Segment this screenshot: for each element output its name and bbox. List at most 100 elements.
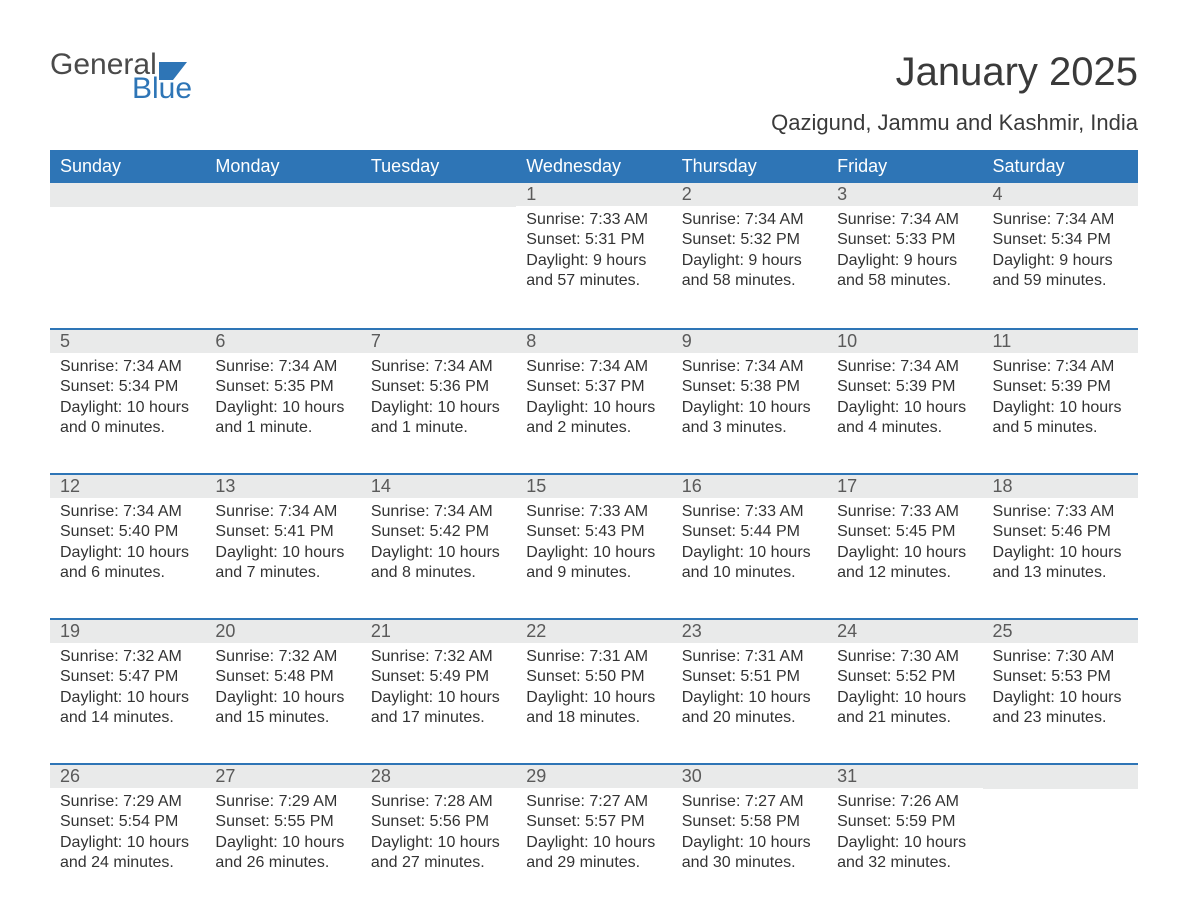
- page-header: General Blue January 2025: [50, 50, 1138, 104]
- day-number: 31: [827, 765, 982, 788]
- day-number: 5: [50, 330, 205, 353]
- day-header: Wednesday: [516, 150, 671, 183]
- sunset-text: Sunset: 5:33 PM: [837, 230, 972, 250]
- day-number: 24: [827, 620, 982, 643]
- day-details: Sunrise: 7:34 AMSunset: 5:39 PMDaylight:…: [983, 353, 1138, 455]
- calendar-day: 30Sunrise: 7:27 AMSunset: 5:58 PMDayligh…: [672, 765, 827, 908]
- sunrise-text: Sunrise: 7:34 AM: [993, 357, 1128, 377]
- day-number: 6: [205, 330, 360, 353]
- day-number: [205, 183, 360, 207]
- sunset-text: Sunset: 5:32 PM: [682, 230, 817, 250]
- sunset-text: Sunset: 5:54 PM: [60, 812, 195, 832]
- day-number: 8: [516, 330, 671, 353]
- day-number: 10: [827, 330, 982, 353]
- calendar-week: 12Sunrise: 7:34 AMSunset: 5:40 PMDayligh…: [50, 473, 1138, 618]
- calendar-week: 19Sunrise: 7:32 AMSunset: 5:47 PMDayligh…: [50, 618, 1138, 763]
- daylight-text: Daylight: 10 hours and 6 minutes.: [60, 543, 195, 584]
- sunrise-text: Sunrise: 7:34 AM: [526, 357, 661, 377]
- daylight-text: Daylight: 10 hours and 10 minutes.: [682, 543, 817, 584]
- calendar-day: 5Sunrise: 7:34 AMSunset: 5:34 PMDaylight…: [50, 330, 205, 473]
- daylight-text: Daylight: 9 hours and 59 minutes.: [993, 251, 1128, 292]
- sunset-text: Sunset: 5:36 PM: [371, 377, 506, 397]
- day-details: Sunrise: 7:34 AMSunset: 5:40 PMDaylight:…: [50, 498, 205, 600]
- calendar-day: 12Sunrise: 7:34 AMSunset: 5:40 PMDayligh…: [50, 475, 205, 618]
- sunset-text: Sunset: 5:35 PM: [215, 377, 350, 397]
- calendar-day: 23Sunrise: 7:31 AMSunset: 5:51 PMDayligh…: [672, 620, 827, 763]
- sunrise-text: Sunrise: 7:29 AM: [60, 792, 195, 812]
- calendar-day: 18Sunrise: 7:33 AMSunset: 5:46 PMDayligh…: [983, 475, 1138, 618]
- day-header: Monday: [205, 150, 360, 183]
- calendar-day: 28Sunrise: 7:28 AMSunset: 5:56 PMDayligh…: [361, 765, 516, 908]
- day-number: 17: [827, 475, 982, 498]
- day-details: Sunrise: 7:29 AMSunset: 5:55 PMDaylight:…: [205, 788, 360, 890]
- day-number: 19: [50, 620, 205, 643]
- sunset-text: Sunset: 5:58 PM: [682, 812, 817, 832]
- day-details: Sunrise: 7:34 AMSunset: 5:37 PMDaylight:…: [516, 353, 671, 455]
- calendar-day: 3Sunrise: 7:34 AMSunset: 5:33 PMDaylight…: [827, 183, 982, 328]
- calendar-day: 6Sunrise: 7:34 AMSunset: 5:35 PMDaylight…: [205, 330, 360, 473]
- day-header: Sunday: [50, 150, 205, 183]
- sunrise-text: Sunrise: 7:34 AM: [215, 502, 350, 522]
- day-details: Sunrise: 7:34 AMSunset: 5:38 PMDaylight:…: [672, 353, 827, 455]
- calendar-week: 26Sunrise: 7:29 AMSunset: 5:54 PMDayligh…: [50, 763, 1138, 908]
- day-details: Sunrise: 7:33 AMSunset: 5:31 PMDaylight:…: [516, 206, 671, 308]
- sunrise-text: Sunrise: 7:33 AM: [682, 502, 817, 522]
- day-number: [983, 765, 1138, 789]
- sunrise-text: Sunrise: 7:34 AM: [837, 357, 972, 377]
- day-details: Sunrise: 7:30 AMSunset: 5:52 PMDaylight:…: [827, 643, 982, 745]
- daylight-text: Daylight: 10 hours and 26 minutes.: [215, 833, 350, 874]
- day-details: Sunrise: 7:34 AMSunset: 5:41 PMDaylight:…: [205, 498, 360, 600]
- sunrise-text: Sunrise: 7:30 AM: [993, 647, 1128, 667]
- calendar-day: [983, 765, 1138, 908]
- day-number: 1: [516, 183, 671, 206]
- day-header: Saturday: [983, 150, 1138, 183]
- brand-word-2: Blue: [132, 74, 192, 104]
- sunset-text: Sunset: 5:44 PM: [682, 522, 817, 542]
- sunset-text: Sunset: 5:53 PM: [993, 667, 1128, 687]
- calendar-header-row: Sunday Monday Tuesday Wednesday Thursday…: [50, 150, 1138, 183]
- sunset-text: Sunset: 5:56 PM: [371, 812, 506, 832]
- sunrise-text: Sunrise: 7:31 AM: [682, 647, 817, 667]
- calendar-day: 26Sunrise: 7:29 AMSunset: 5:54 PMDayligh…: [50, 765, 205, 908]
- calendar-day: [205, 183, 360, 328]
- sunset-text: Sunset: 5:43 PM: [526, 522, 661, 542]
- day-header: Tuesday: [361, 150, 516, 183]
- calendar-day: 29Sunrise: 7:27 AMSunset: 5:57 PMDayligh…: [516, 765, 671, 908]
- day-details: Sunrise: 7:32 AMSunset: 5:47 PMDaylight:…: [50, 643, 205, 745]
- daylight-text: Daylight: 9 hours and 58 minutes.: [837, 251, 972, 292]
- sunrise-text: Sunrise: 7:33 AM: [526, 502, 661, 522]
- calendar-day: 31Sunrise: 7:26 AMSunset: 5:59 PMDayligh…: [827, 765, 982, 908]
- day-details: Sunrise: 7:29 AMSunset: 5:54 PMDaylight:…: [50, 788, 205, 890]
- daylight-text: Daylight: 9 hours and 57 minutes.: [526, 251, 661, 292]
- sunset-text: Sunset: 5:37 PM: [526, 377, 661, 397]
- day-details: Sunrise: 7:33 AMSunset: 5:44 PMDaylight:…: [672, 498, 827, 600]
- sunset-text: Sunset: 5:55 PM: [215, 812, 350, 832]
- daylight-text: Daylight: 10 hours and 20 minutes.: [682, 688, 817, 729]
- calendar-day: 2Sunrise: 7:34 AMSunset: 5:32 PMDaylight…: [672, 183, 827, 328]
- daylight-text: Daylight: 10 hours and 7 minutes.: [215, 543, 350, 584]
- sunset-text: Sunset: 5:52 PM: [837, 667, 972, 687]
- calendar-week: 1Sunrise: 7:33 AMSunset: 5:31 PMDaylight…: [50, 183, 1138, 328]
- calendar-day: 24Sunrise: 7:30 AMSunset: 5:52 PMDayligh…: [827, 620, 982, 763]
- day-number: 2: [672, 183, 827, 206]
- day-details: Sunrise: 7:32 AMSunset: 5:48 PMDaylight:…: [205, 643, 360, 745]
- day-number: 25: [983, 620, 1138, 643]
- day-number: 13: [205, 475, 360, 498]
- day-details: Sunrise: 7:27 AMSunset: 5:57 PMDaylight:…: [516, 788, 671, 890]
- day-details: Sunrise: 7:30 AMSunset: 5:53 PMDaylight:…: [983, 643, 1138, 745]
- day-number: 30: [672, 765, 827, 788]
- day-details: Sunrise: 7:33 AMSunset: 5:43 PMDaylight:…: [516, 498, 671, 600]
- day-details: Sunrise: 7:34 AMSunset: 5:35 PMDaylight:…: [205, 353, 360, 455]
- sunrise-text: Sunrise: 7:28 AM: [371, 792, 506, 812]
- daylight-text: Daylight: 10 hours and 23 minutes.: [993, 688, 1128, 729]
- sunset-text: Sunset: 5:47 PM: [60, 667, 195, 687]
- sunset-text: Sunset: 5:49 PM: [371, 667, 506, 687]
- daylight-text: Daylight: 10 hours and 1 minute.: [371, 398, 506, 439]
- day-number: 26: [50, 765, 205, 788]
- sunset-text: Sunset: 5:42 PM: [371, 522, 506, 542]
- sunset-text: Sunset: 5:39 PM: [993, 377, 1128, 397]
- page-title: January 2025: [896, 50, 1138, 95]
- sunrise-text: Sunrise: 7:32 AM: [60, 647, 195, 667]
- sunrise-text: Sunrise: 7:34 AM: [682, 357, 817, 377]
- sunrise-text: Sunrise: 7:33 AM: [526, 210, 661, 230]
